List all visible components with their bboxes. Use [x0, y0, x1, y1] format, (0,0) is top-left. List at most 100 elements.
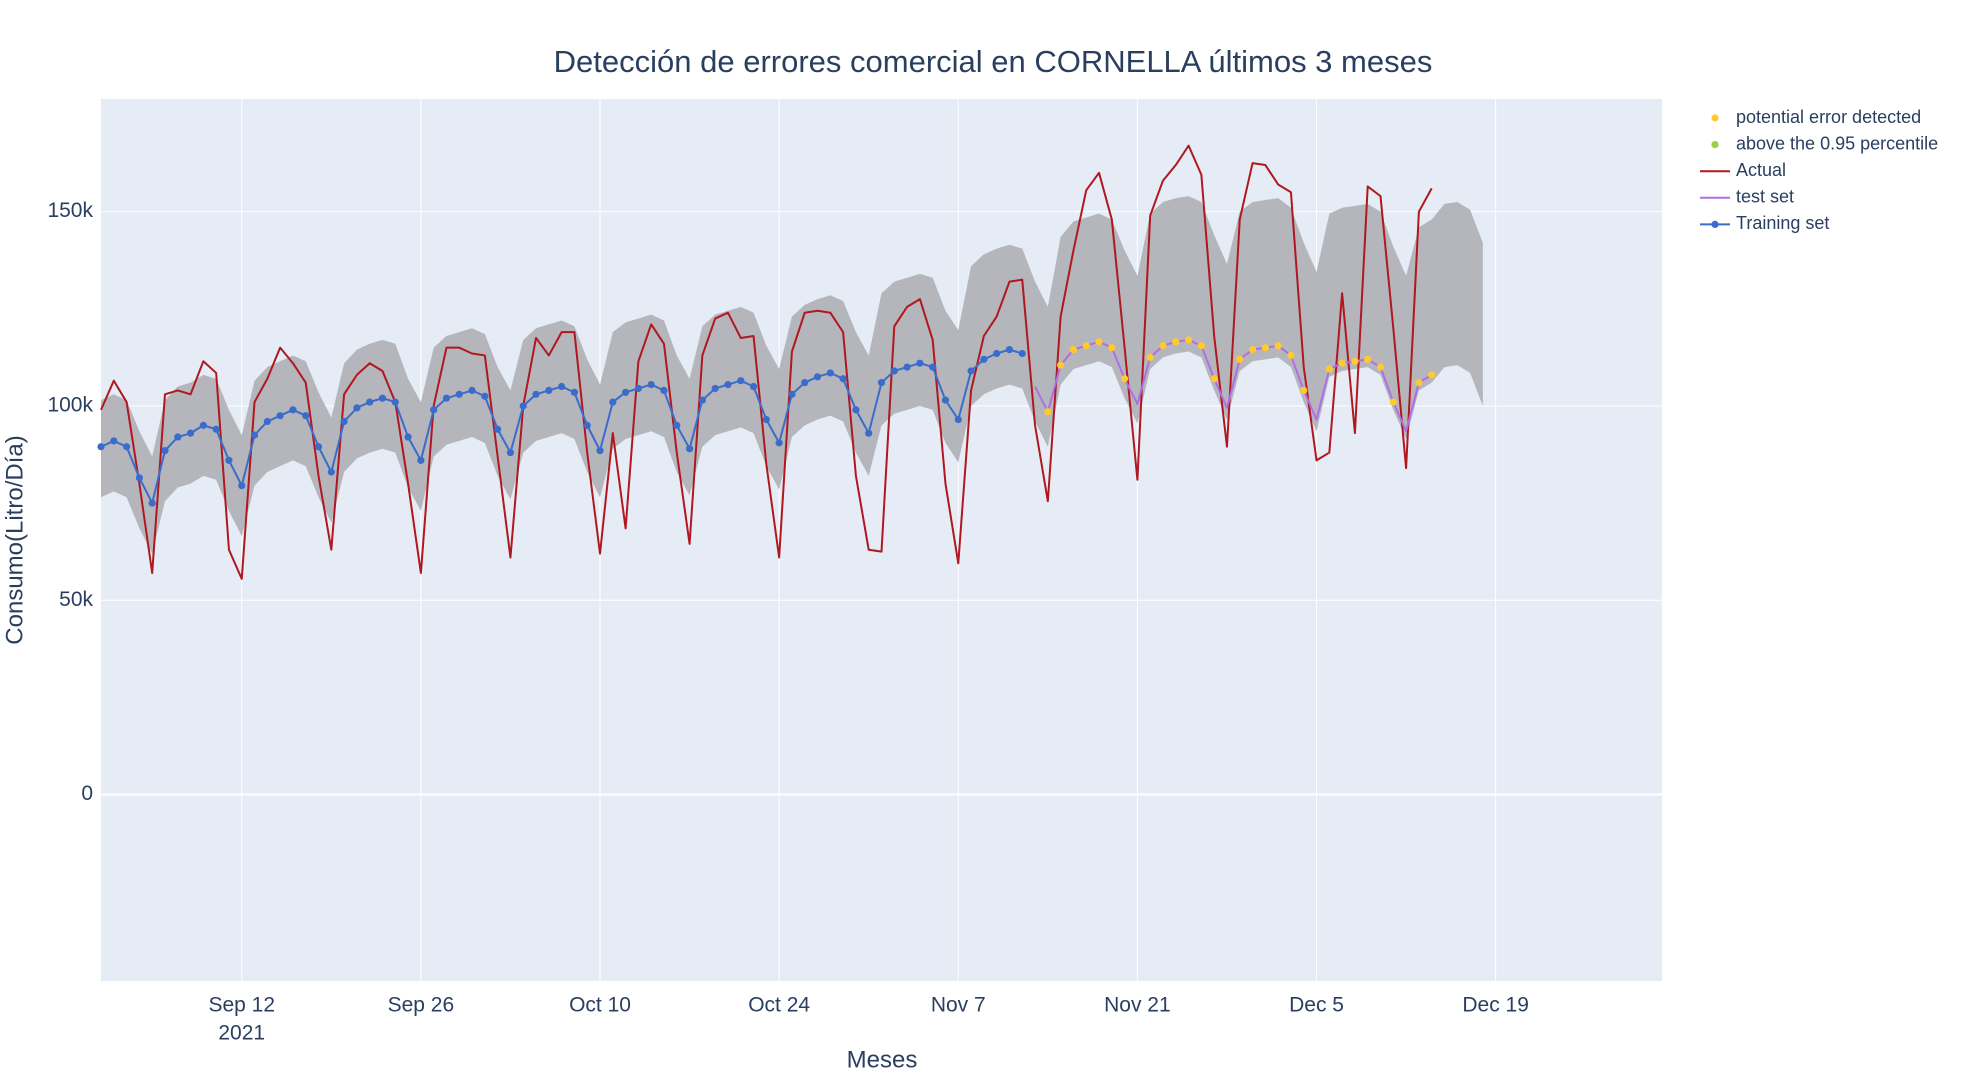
data-point	[1261, 344, 1269, 352]
data-point	[1146, 353, 1154, 361]
data-point	[263, 417, 271, 426]
data-point	[1044, 408, 1052, 416]
data-point	[122, 443, 131, 451]
legend-swatch-marker	[1711, 220, 1719, 228]
series-line	[100, 144, 1433, 580]
data-point	[135, 474, 143, 482]
data-point	[801, 379, 809, 387]
data-point	[314, 443, 323, 451]
data-point	[391, 398, 399, 406]
data-point	[1376, 363, 1385, 371]
data-point	[1018, 349, 1026, 358]
x-tick-label: Dec 5	[1289, 993, 1344, 1016]
data-point	[980, 355, 988, 363]
x-tick-label: Dec 19	[1462, 993, 1529, 1016]
y-tick-label: 100k	[47, 393, 93, 416]
data-point	[1069, 346, 1078, 354]
x-year-label: 2021	[218, 1021, 265, 1044]
data-point	[225, 456, 233, 464]
data-point	[302, 412, 310, 420]
data-point	[468, 386, 476, 395]
data-point	[916, 359, 924, 367]
data-point	[749, 382, 758, 391]
data-point	[839, 375, 847, 383]
y-axis-title: Consumo(Litro/Día)	[1, 435, 28, 644]
data-point	[238, 482, 246, 490]
data-point	[212, 425, 220, 433]
data-point	[724, 380, 732, 389]
data-point	[1338, 359, 1346, 367]
data-point	[685, 445, 694, 453]
data-point	[762, 415, 770, 424]
data-point	[583, 421, 591, 429]
x-axis-title: Meses	[847, 1046, 918, 1073]
x-tick-label: Nov 21	[1104, 993, 1171, 1016]
data-point	[711, 384, 719, 393]
data-point	[442, 394, 451, 402]
x-tick-label: Oct 10	[569, 993, 631, 1016]
data-point	[506, 448, 515, 457]
data-point	[430, 406, 438, 414]
data-point	[877, 379, 886, 387]
data-point	[276, 412, 284, 420]
data-point	[826, 369, 834, 377]
data-point	[366, 398, 374, 406]
data-point	[378, 394, 387, 402]
data-point	[186, 429, 195, 437]
y-tick-label: 150k	[47, 199, 93, 222]
data-point	[353, 404, 361, 412]
data-point	[161, 447, 169, 455]
data-point	[1121, 375, 1129, 383]
data-point	[1172, 338, 1180, 346]
x-tick-label: Sep 26	[388, 993, 455, 1016]
legend-label: test set	[1736, 187, 1794, 207]
confidence-band	[101, 196, 1483, 554]
legend-label: Actual	[1736, 160, 1786, 180]
legend-swatch-marker	[1711, 114, 1719, 122]
data-point	[1287, 351, 1295, 360]
data-point	[532, 390, 540, 398]
data-point	[903, 363, 911, 371]
data-point	[890, 367, 898, 375]
legend-item: test set	[1700, 187, 1794, 207]
data-point	[698, 396, 706, 404]
legend-label: above the 0.95 percentile	[1736, 133, 1938, 153]
data-point	[660, 386, 668, 395]
data-point	[327, 468, 335, 476]
data-point	[596, 447, 604, 455]
data-point	[519, 402, 527, 410]
data-point	[1351, 357, 1359, 365]
legend-item: above the 0.95 percentile	[1711, 133, 1938, 153]
legend-label: potential error detected	[1736, 107, 1921, 127]
data-point	[1389, 398, 1397, 406]
y-tick-label: 50k	[59, 588, 93, 611]
data-point	[1108, 344, 1116, 352]
data-point	[1057, 361, 1065, 369]
data-point	[404, 433, 412, 441]
data-point	[1325, 365, 1333, 373]
data-point	[634, 384, 642, 393]
data-point	[494, 425, 502, 433]
legend-item: Actual	[1700, 160, 1786, 180]
legend-item: potential error detected	[1711, 107, 1921, 127]
legend-label: Training set	[1736, 213, 1829, 233]
data-point	[1274, 342, 1282, 350]
data-point	[1005, 346, 1014, 354]
data-point	[609, 398, 617, 406]
data-point	[788, 390, 796, 398]
data-point	[110, 437, 118, 445]
data-point	[775, 439, 783, 447]
data-point	[1184, 336, 1193, 344]
data-point	[199, 421, 207, 429]
data-point	[647, 380, 655, 389]
data-point	[570, 388, 579, 396]
data-point	[558, 382, 566, 391]
data-point	[1095, 338, 1103, 346]
legend: potential error detected above the 0.95 p…	[1700, 107, 1938, 233]
data-point	[737, 377, 745, 385]
data-point	[1364, 355, 1372, 363]
data-point	[340, 417, 348, 426]
data-point	[1236, 355, 1244, 363]
